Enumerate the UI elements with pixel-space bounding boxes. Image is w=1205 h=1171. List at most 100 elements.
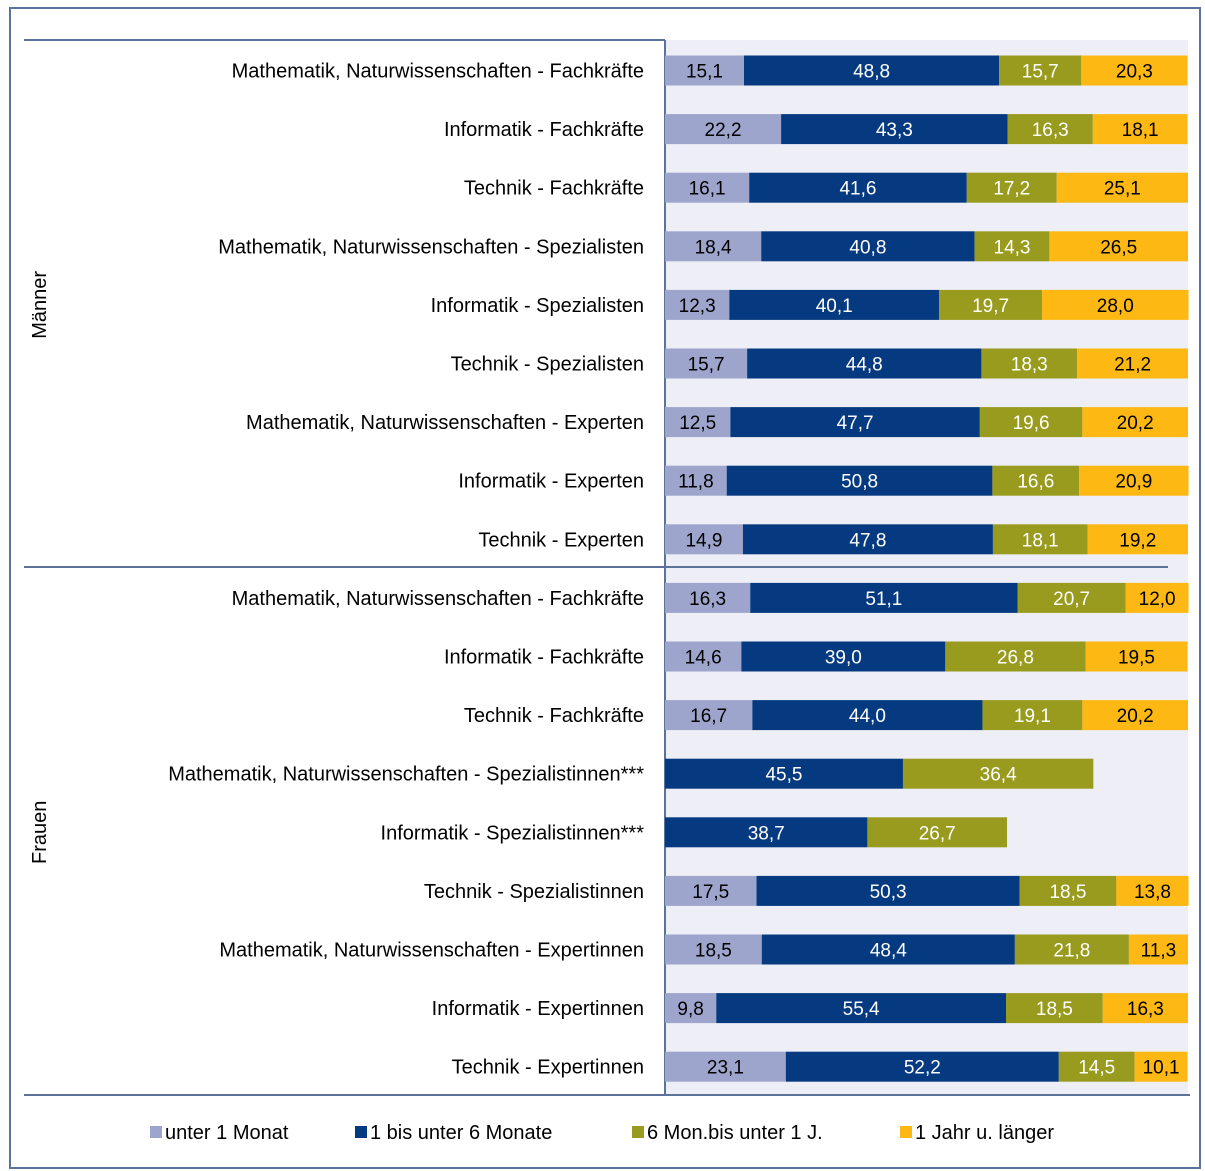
data-label: 50,3 xyxy=(870,882,907,903)
category-label: Technik - Fachkräfte xyxy=(464,178,644,200)
group-labels: Männer Frauen xyxy=(29,271,51,864)
bar-segment xyxy=(1007,114,1093,145)
data-label: 11,3 xyxy=(1141,941,1177,962)
data-label: 14,6 xyxy=(685,648,722,669)
bar-segment xyxy=(1058,1051,1135,1082)
bar-segment xyxy=(752,700,983,731)
data-label: 18,1 xyxy=(1022,530,1059,551)
category-label: Informatik - Spezialisten xyxy=(431,295,644,317)
bar-segment xyxy=(1134,1051,1188,1082)
category-label: Mathematik, Naturwissenschaften - Spezia… xyxy=(168,764,644,786)
bar-segment xyxy=(665,875,757,906)
data-label: 41,6 xyxy=(839,179,876,200)
bar-segment xyxy=(1102,993,1188,1024)
bar-segment xyxy=(981,348,1078,379)
data-label: 18,4 xyxy=(695,237,732,258)
bar-segment xyxy=(726,465,993,496)
data-label: 11,8 xyxy=(678,472,714,493)
data-label: 47,8 xyxy=(849,530,886,551)
bar-segment xyxy=(665,758,903,789)
bar-segment xyxy=(747,348,982,379)
data-label: 25,1 xyxy=(1104,179,1141,200)
bar-segment xyxy=(749,172,967,203)
bar-segment xyxy=(665,641,742,672)
data-label: 19,5 xyxy=(1118,648,1155,669)
category-label: Informatik - Experten xyxy=(458,471,644,493)
bar-segment xyxy=(665,55,744,86)
bar-segment xyxy=(665,817,868,848)
category-label: Informatik - Fachkräfte xyxy=(444,119,644,141)
data-label: 26,8 xyxy=(997,648,1034,669)
chart-legend: unter 1 Monat 1 bis unter 6 Monate 6 Mon.b… xyxy=(150,1122,1054,1144)
data-label: 18,1 xyxy=(1122,120,1159,141)
bar-segment xyxy=(761,231,975,262)
data-label: 10,1 xyxy=(1143,1058,1180,1079)
data-label: 38,7 xyxy=(748,823,785,844)
bar-segment xyxy=(665,114,782,145)
data-label: 48,4 xyxy=(870,941,907,962)
category-label: Technik - Spezialistinnen xyxy=(424,881,644,903)
bar-segment xyxy=(750,582,1018,613)
bar-segment xyxy=(992,465,1080,496)
data-label: 14,9 xyxy=(685,530,722,551)
category-label: Technik - Fachkräfte xyxy=(464,705,644,727)
data-label: 18,5 xyxy=(695,941,732,962)
bar-segment xyxy=(665,993,717,1024)
bar-segment xyxy=(974,231,1050,262)
bar-segment xyxy=(665,348,748,379)
category-label: Technik - Experten xyxy=(478,529,644,551)
data-label: 17,2 xyxy=(993,179,1030,200)
bar-segment xyxy=(1019,875,1117,906)
data-label: 20,2 xyxy=(1117,706,1154,727)
data-label: 20,2 xyxy=(1117,413,1154,434)
bar-segment xyxy=(665,231,762,262)
bar-segment xyxy=(665,289,730,320)
data-label: 21,8 xyxy=(1053,941,1090,962)
category-labels: Mathematik, Naturwissenschaften - Fachkr… xyxy=(168,61,644,1079)
data-label: 20,7 xyxy=(1053,589,1090,610)
bar-segment xyxy=(730,407,980,438)
bar-segment xyxy=(1049,231,1188,262)
data-label: 17,5 xyxy=(692,882,729,903)
data-label: 55,4 xyxy=(843,999,880,1020)
data-label: 40,1 xyxy=(816,296,853,317)
data-label: 15,1 xyxy=(686,62,723,83)
bar-segment xyxy=(743,55,1000,86)
bar-segment xyxy=(716,993,1006,1024)
data-label: 51,1 xyxy=(865,589,902,610)
bar-segment xyxy=(966,172,1057,203)
data-label: 20,3 xyxy=(1116,62,1153,83)
bar-segment xyxy=(756,875,1020,906)
category-label: Informatik - Spezialistinnen*** xyxy=(381,822,645,844)
data-label: 18,3 xyxy=(1011,355,1048,376)
data-label: 44,8 xyxy=(846,355,883,376)
bar-segment xyxy=(781,114,1008,145)
category-label: Mathematik, Naturwissenschaften - Fachkr… xyxy=(232,588,644,610)
data-label: 9,8 xyxy=(677,999,703,1020)
data-label: 15,7 xyxy=(688,355,725,376)
bar-segment xyxy=(665,934,762,965)
data-label: 20,9 xyxy=(1115,472,1152,493)
data-label: 16,3 xyxy=(1032,120,1069,141)
bar-segment xyxy=(665,700,753,731)
bar-segment xyxy=(1081,55,1188,86)
category-label: Mathematik, Naturwissenschaften - Spezia… xyxy=(218,236,644,258)
bar-segment xyxy=(902,758,1094,789)
bar-segment xyxy=(1082,407,1188,438)
bar-segment xyxy=(742,524,993,555)
bar-segment xyxy=(665,524,743,555)
bar-segment xyxy=(1017,582,1126,613)
bar-segment xyxy=(1125,582,1189,613)
data-label: 13,8 xyxy=(1134,882,1171,903)
bar-segment xyxy=(982,700,1083,731)
bar-segment xyxy=(939,289,1043,320)
legend-label: 6 Mon.bis unter 1 J. xyxy=(647,1122,823,1144)
legend-swatch xyxy=(632,1126,644,1138)
legend-swatch xyxy=(900,1126,912,1138)
data-label: 12,0 xyxy=(1139,589,1176,610)
group-label: Männer xyxy=(29,271,51,339)
data-label: 15,7 xyxy=(1022,62,1059,83)
category-label: Mathematik, Naturwissenschaften - Fachkr… xyxy=(232,61,644,83)
data-label: 36,4 xyxy=(980,765,1017,786)
data-label: 16,3 xyxy=(1127,999,1164,1020)
